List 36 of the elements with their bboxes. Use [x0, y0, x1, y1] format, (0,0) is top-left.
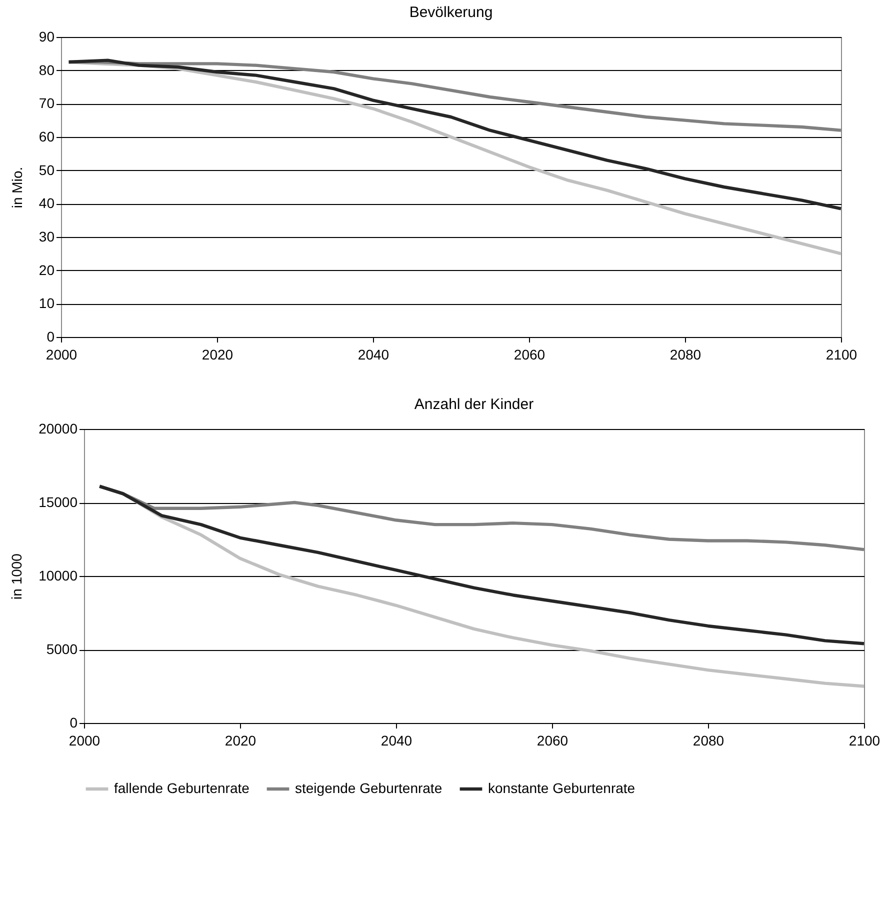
- x-tick-label: 2080: [670, 346, 702, 362]
- y-tick-label: 60: [38, 128, 55, 144]
- x-tick-label: 2020: [224, 732, 256, 748]
- legend-label: steigende Geburtenrate: [295, 780, 442, 796]
- y-tick-label: 15000: [38, 494, 78, 510]
- y-tick-label: 20: [38, 262, 55, 278]
- y-tick-label: 5000: [46, 641, 78, 657]
- y-tick-label: 20000: [38, 420, 78, 436]
- y-tick-label: 30: [38, 228, 55, 244]
- y-tick-label: 10: [38, 295, 55, 312]
- x-tick-label: 2100: [848, 732, 880, 748]
- y-tick-label: 90: [38, 28, 55, 44]
- x-tick-label: 2040: [358, 346, 390, 362]
- x-tick-label: 2040: [380, 732, 412, 748]
- chart-title: Anzahl der Kinder: [414, 396, 534, 413]
- x-tick-label: 2000: [68, 732, 100, 748]
- y-tick-label: 70: [38, 95, 55, 112]
- legend-label: fallende Geburtenrate: [114, 780, 250, 796]
- x-tick-label: 2000: [46, 346, 78, 362]
- x-tick-label: 2100: [826, 346, 858, 362]
- line-series: [67, 58, 843, 210]
- line-series: [98, 484, 866, 646]
- x-tick-label: 2060: [536, 732, 568, 748]
- y-tick-label: 40: [38, 195, 55, 212]
- y-tick-label: 50: [38, 162, 55, 178]
- x-tick-label: 2080: [692, 732, 724, 748]
- y-tick-label: 0: [46, 328, 55, 344]
- y-axis-title: in Mio.: [8, 166, 25, 208]
- y-tick-label: 10000: [38, 568, 78, 584]
- x-tick-label: 2020: [202, 346, 234, 362]
- x-tick-label: 2060: [514, 346, 546, 362]
- legend-label: konstante Geburtenrate: [488, 780, 636, 796]
- y-axis-title: in 1000: [8, 553, 25, 600]
- chart-title: Bevölkerung: [409, 4, 493, 21]
- y-tick-label: 80: [38, 62, 55, 78]
- y-tick-label: 0: [70, 714, 78, 730]
